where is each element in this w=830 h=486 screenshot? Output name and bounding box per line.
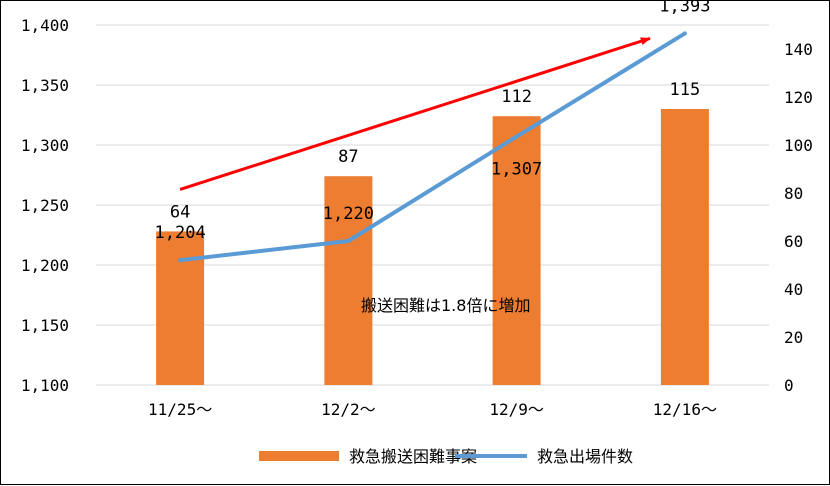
right-axis-tick-label: 60: [784, 232, 803, 251]
line-data-label: 1,204: [155, 223, 206, 243]
left-axis-tick-label: 1,150: [21, 316, 69, 335]
right-axis-tick-label: 40: [784, 280, 803, 299]
right-axis-tick-label: 20: [784, 328, 803, 347]
right-axis-tick-label: 120: [784, 88, 813, 107]
right-axis-tick-label: 80: [784, 184, 803, 203]
line-data-label: 1,220: [323, 204, 374, 224]
line-point: [682, 31, 687, 36]
bar-data-label: 115: [670, 80, 701, 100]
bar: [324, 176, 373, 385]
bar: [156, 231, 205, 385]
left-axis-tick-label: 1,200: [21, 256, 69, 275]
line-data-label: 1,307: [491, 160, 542, 180]
legend-bar-label: 救急搬送困難事案: [349, 447, 477, 466]
legend-bar-swatch: [259, 451, 339, 461]
left-axis-tick-label: 1,350: [21, 76, 69, 95]
bar-data-label: 87: [338, 147, 358, 167]
line-series: [179, 31, 686, 263]
left-axis-tick-label: 1,100: [21, 376, 69, 395]
bar-data-label: 112: [501, 87, 532, 107]
right-axis-tick-label: 0: [784, 376, 794, 395]
x-axis-tick-label: 12/16～: [653, 400, 717, 419]
x-axis-tick-label: 12/9～: [489, 400, 544, 419]
legend-line-label: 救急出場件数: [537, 447, 633, 466]
trend-arrow: [179, 36, 651, 191]
line-point: [178, 258, 183, 263]
bar: [492, 116, 541, 385]
x-axis-tick-label: 12/2～: [321, 400, 376, 419]
left-axis-tick-label: 1,250: [21, 196, 69, 215]
line-point: [514, 134, 519, 139]
line-data-label: 1,393: [659, 1, 710, 16]
bar: [660, 109, 709, 385]
line-point: [346, 239, 351, 243]
right-axis-tick-label: 100: [784, 136, 813, 155]
left-axis-tick-label: 1,400: [21, 16, 69, 35]
annotation-text: 搬送困難は1.8倍に増加: [361, 296, 530, 315]
x-axis-tick-label: 11/25～: [148, 400, 212, 419]
right-axis-tick-label: 140: [784, 40, 813, 59]
bar-data-label: 64: [170, 202, 190, 222]
left-axis-tick-label: 1,300: [21, 136, 69, 155]
